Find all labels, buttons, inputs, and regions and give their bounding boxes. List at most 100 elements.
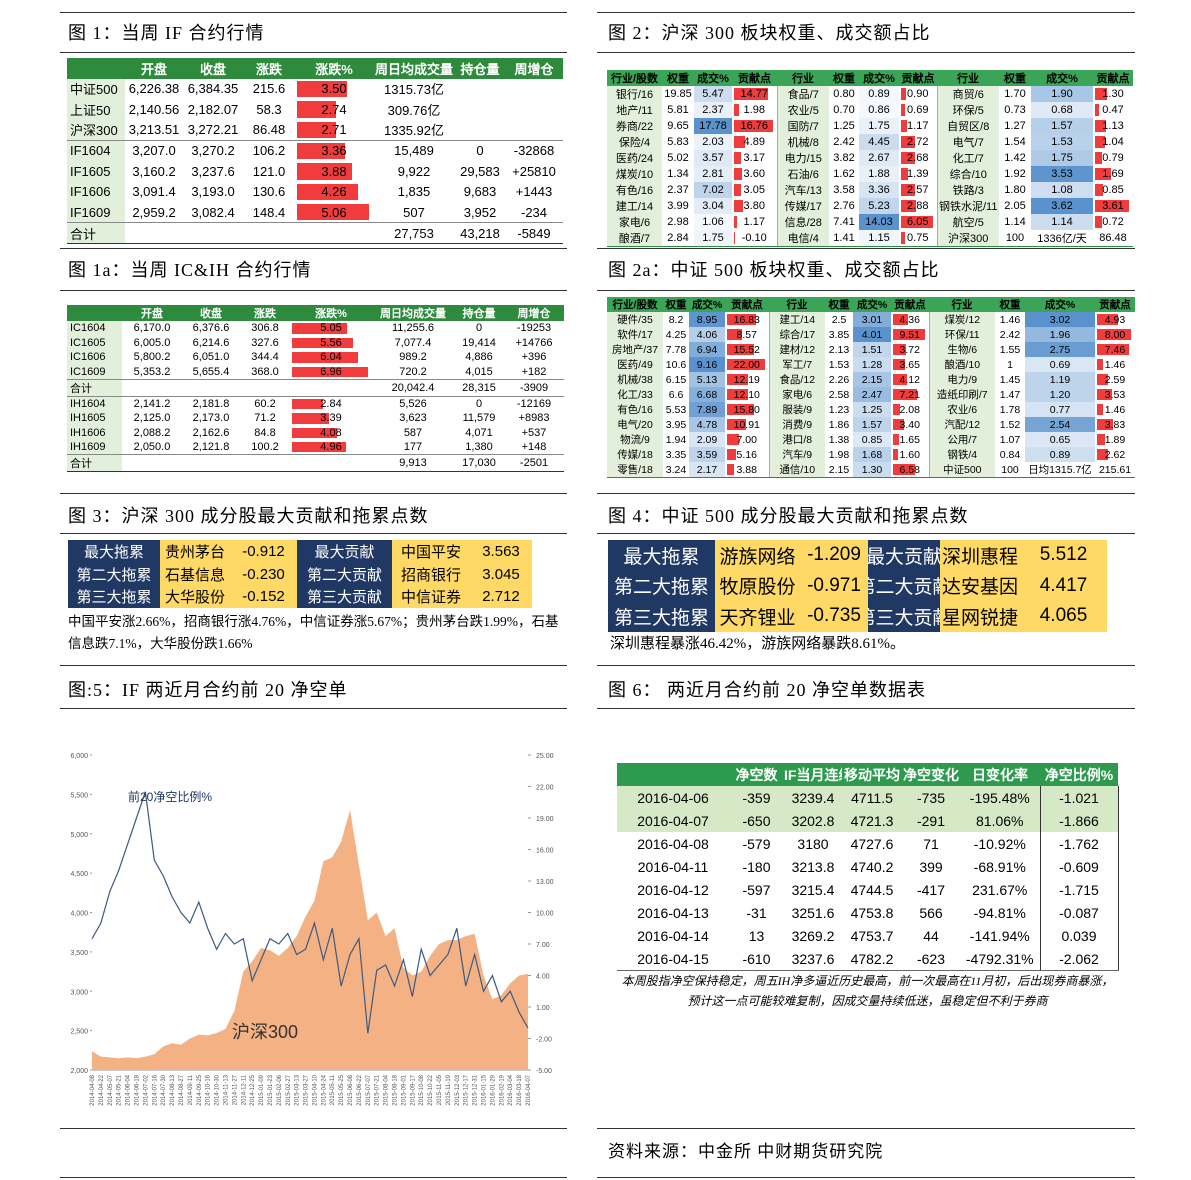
table-cell: 3.95 [663,417,689,432]
note: 深圳惠程暴涨46.42%，游族网络暴跌8.61%。 [610,636,905,652]
cell-text: 钢铁水泥/11 [939,201,998,213]
table-cell: 4721.3 [842,809,902,832]
cell-text: 6.68 [696,388,718,401]
table-row: 2016-04-11 -180 3213.8 4740.2 399 -68.91% -0.6… [617,855,1119,878]
value-bar [893,344,906,355]
cell-text: 5.53 [665,403,687,416]
heat-cell [853,417,891,432]
heat-cell [859,134,899,150]
cell-text: 3.39 [320,412,342,425]
cell-text: 1.25 [861,403,883,416]
table-row: 合计 9,913 17,030 -2501 [67,454,564,472]
table-cell: +25810 [505,161,563,182]
table-cell: 硬件/35 [607,312,663,327]
table-cell: 食品/7 [776,86,829,102]
note: 本周股指净空保持稳定，周五IH净多逼近历史最高，前一次最高在11月初，后出现券商… [621,974,1114,1008]
cell-text: -141.94% [969,927,1030,944]
heat-cell [689,342,725,357]
table-cell: 3.35 [663,447,689,462]
cell-text: 电力/9 [947,374,978,386]
table-cell: 生物/6 [928,342,995,357]
table-cell: 0.89 [859,86,899,102]
cell-text: 29,583 [460,163,500,179]
table-cell: 1.53 [1031,134,1093,150]
table-cell: 0 [454,321,504,336]
table-cell: 2,182.07 [183,99,243,120]
y-tick-label: 4,000 [70,911,88,918]
cell-text: 6,005.0 [133,336,171,349]
header-text: 权重 [665,299,687,311]
heat-cell [1031,86,1093,102]
table-cell: 1.65 [891,432,929,447]
table-cell: 0.039 [1039,924,1119,947]
header-cell: 收盘 [182,305,240,321]
cell-text: -4792.31% [965,950,1034,967]
cell-text: 0.69 [907,104,929,116]
value-bar [297,204,369,221]
cell-text: -3909 [519,381,549,394]
table-cell: 1.17 [732,214,777,230]
table-cell: 3.40 [891,417,929,432]
cell-text: +1443 [515,184,553,200]
table-cell: -1.762 [1039,832,1119,855]
header-cell: IF当月连续 [784,763,842,786]
table-cell: 化工/7 [936,150,999,166]
table-cell: 2.59 [1095,372,1135,387]
cell-text: -0.609 [1059,858,1099,875]
table-cell: 2.15 [825,462,853,477]
table-cell: 1,835 [373,182,455,203]
table-cell: 215.61 [1095,462,1135,477]
table-cell: 58.3 [243,99,295,120]
cell-text: 2.76 [833,200,855,212]
table-cell: 汽配/12 [928,417,995,432]
table-cell: 军工/7 [768,357,825,372]
header-cell: 贡献点 [1095,297,1135,312]
table-cell: 6,226.38 [125,79,183,100]
cell-text: IH1604 [70,397,106,410]
cell-text: 60.2 [254,397,276,410]
cell-text: 106.2 [252,143,286,159]
cell-text: 航空/5 [952,217,984,229]
cell-text: 15.80 [733,403,760,416]
table-cell: IC1609 [67,364,122,380]
table-cell: 1.75 [1031,150,1093,166]
table-cell: 3239.4 [784,786,842,809]
value-bar [1097,329,1131,340]
heat-cell [694,182,732,198]
cell-text: 1.46 [1104,358,1126,371]
cell-text: 3,082.4 [191,204,235,220]
value-bar [1097,359,1104,370]
value-bar [1097,314,1118,325]
value-bar [727,359,765,370]
y2-tick-label: 16.00 [536,848,554,855]
cell-text: IF1604 [70,143,111,159]
header-text: 行业 [786,299,808,311]
cell-text: 2.84 [667,232,689,244]
table-cell: 煤炭/12 [928,312,995,327]
table-cell: 2.09 [689,432,725,447]
cell-text: 2.13 [828,343,850,356]
table-row: IC1605 6,005.0 6,214.6 327.6 5.56 7,077.4 19,4… [67,335,564,351]
table-cell: -579 [729,832,784,855]
cell-text: 3180 [797,835,829,852]
table-cell: 6,214.6 [182,336,240,351]
stock-cell: 星网锐捷 [940,601,1020,632]
table-row: 地产/11 5.81 2.37 1.98 农业/5 0.70 0.86 0.69 环保/5 0.7… [607,102,1133,118]
table-cell: 1.57 [853,417,891,432]
table-cell: 港口/8 [768,432,825,447]
header-text: 涨跌% [315,61,353,77]
value-bar [292,412,330,424]
cell-text: 传媒/18 [617,449,653,461]
cell-text: 物流/9 [620,434,650,446]
table-cell: 9.65 [662,118,694,134]
table-cell: 4.26 [295,182,373,203]
cell-text: 7.41 [833,216,855,228]
value-bar [734,200,743,212]
table-row: 合计 27,753 43,218 -5849 [67,222,563,244]
cell-text: 3.62 [1051,200,1073,212]
table-cell: 1.14 [999,214,1031,230]
cell-text: 建工/14 [615,201,654,213]
cell-text: 零售/18 [617,464,653,476]
value-bar [901,136,916,148]
table-cell: 0.47 [1093,102,1133,118]
